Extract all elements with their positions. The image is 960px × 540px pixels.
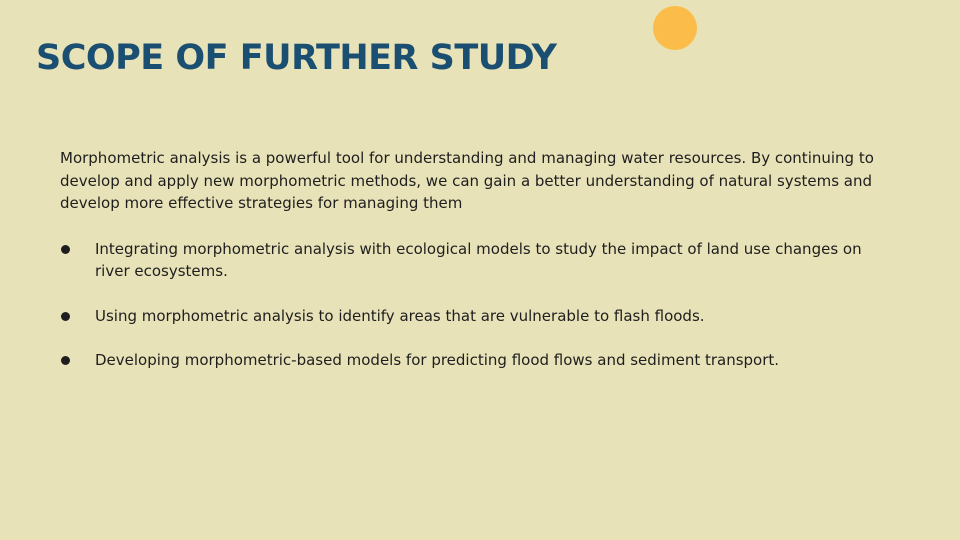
bullet-icon: [61, 244, 70, 254]
bullet-text: Developing morphometric-based models for…: [95, 351, 780, 369]
intro-paragraph: Morphometric analysis is a powerful tool…: [60, 149, 874, 212]
bullet-text: Integrating morphometric analysis with e…: [95, 239, 862, 281]
decorative-circle: [653, 6, 697, 50]
bullet-list: Integrating morphometric analysis with e…: [60, 238, 900, 372]
bullet-item: Using morphometric analysis to identify …: [60, 305, 900, 328]
bullet-icon: [61, 311, 70, 321]
bullet-item: Integrating morphometric analysis with e…: [60, 238, 900, 283]
slide-title: SCOPE OF FURTHER STUDY: [36, 38, 557, 78]
bullet-item: Developing morphometric-based models for…: [60, 349, 900, 372]
bullet-icon: [61, 356, 70, 365]
slide-content: Morphometric analysis is a powerful tool…: [60, 147, 900, 394]
bullet-text: Using morphometric analysis to identify …: [95, 306, 705, 325]
